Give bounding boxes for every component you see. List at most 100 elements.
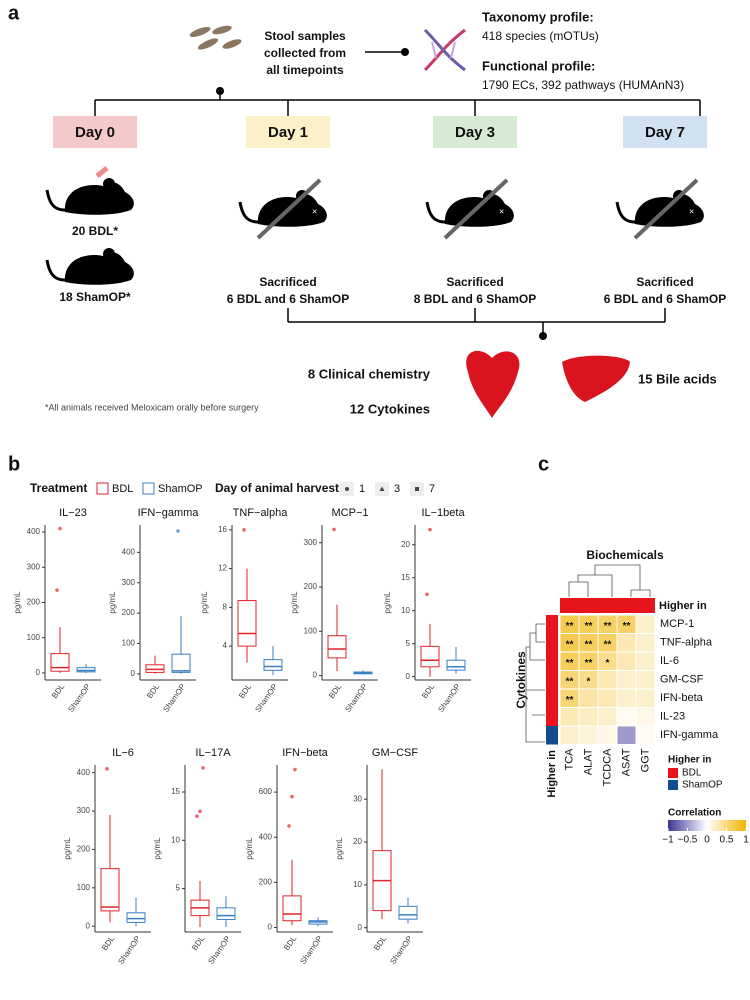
mouse-tail — [45, 189, 66, 212]
mouse-tail — [615, 201, 636, 224]
significance: ** — [585, 621, 593, 632]
outlier — [425, 592, 429, 597]
mouse-ear — [103, 248, 115, 260]
significance: ** — [604, 639, 612, 650]
y-tick-label: 400 — [122, 547, 136, 556]
mouse-body — [257, 194, 327, 227]
connector-dot — [401, 48, 409, 56]
significance: ** — [585, 658, 593, 669]
dendrogram — [525, 564, 651, 743]
facet-title: GM−CSF — [372, 747, 418, 759]
row-annotation — [546, 689, 558, 708]
y-tick-label: 200 — [27, 598, 41, 607]
heart-icon — [466, 350, 520, 418]
y-tick-label: 30 — [353, 794, 362, 803]
significance: ** — [566, 676, 574, 687]
legend-label: BDL — [112, 483, 133, 495]
annotation-label: Higher in — [659, 600, 707, 612]
stool-text: Stool samples — [264, 29, 346, 43]
significance: ** — [566, 695, 574, 706]
day-label: Day 0 — [75, 124, 115, 141]
y-tick-label: 10 — [401, 606, 410, 615]
axis-label: pg/mL — [108, 591, 117, 614]
mouse-eye: × — [689, 206, 694, 216]
y-tick-label: 0 — [131, 669, 136, 678]
axis-label: pg/mL — [290, 591, 299, 614]
x-tick-label: ShamOP — [343, 682, 369, 714]
y-tick-label: 5 — [176, 884, 181, 893]
outlier — [201, 766, 205, 770]
y-tick-label: 0 — [406, 672, 411, 681]
outlier — [176, 529, 180, 533]
x-tick-label: BDL — [282, 934, 299, 952]
legend-key — [96, 482, 109, 495]
sacrificed-label: Sacrificed — [259, 275, 316, 289]
y-tick-label: 0 — [313, 671, 318, 680]
scale-label: 0.5 — [720, 835, 734, 846]
significance: * — [587, 676, 591, 687]
y-tick-label: 0 — [86, 921, 91, 930]
row-title: Cytokines — [514, 651, 528, 709]
outlier — [287, 824, 291, 828]
row-label: IFN-gamma — [660, 729, 719, 741]
x-tick-label: ShamOP — [253, 682, 279, 714]
facet-title: IFN−gamma — [138, 507, 200, 519]
facet-title: IFN−beta — [282, 747, 328, 759]
functional-text: 1790 ECs, 392 pathways (HUMAnN3) — [482, 78, 684, 92]
heatmap-cell — [616, 688, 637, 708]
axis-label: pg/mL — [383, 591, 392, 614]
outlier — [428, 527, 432, 532]
liver-icon — [562, 355, 630, 402]
axis-label: pg/mL — [153, 837, 162, 860]
heatmap-cell — [597, 707, 618, 727]
box — [327, 635, 347, 659]
y-tick-label: 300 — [122, 578, 136, 587]
x-tick-label: ShamOP — [388, 934, 414, 966]
box — [126, 912, 146, 923]
group-label: 18 ShamOP* — [59, 290, 131, 304]
box — [446, 659, 466, 671]
mouse-body — [444, 194, 514, 227]
y-tick-label: 600 — [259, 787, 273, 796]
box — [145, 664, 165, 673]
x-tick-label: BDL — [327, 682, 344, 700]
facet-title: TNF−alpha — [233, 507, 289, 519]
row-label: TNF-alpha — [660, 637, 713, 649]
panel-label: a — [8, 2, 20, 24]
x-tick-label: ShamOP — [161, 682, 187, 714]
heatmap-cell — [597, 725, 618, 745]
row-annotation — [546, 633, 558, 652]
mouse-eye: × — [312, 206, 317, 216]
significance: ** — [566, 639, 574, 650]
column-label: TCA — [563, 748, 575, 771]
y-tick-label: 100 — [122, 639, 136, 648]
box — [420, 645, 440, 668]
x-tick-label: BDL — [100, 934, 117, 952]
outlier — [293, 767, 297, 772]
facet-title: IL−17A — [195, 747, 231, 759]
axis-label: pg/mL — [13, 591, 22, 614]
connector-dot — [539, 332, 547, 340]
connector-dot — [216, 87, 224, 95]
y-tick-label: 0 — [268, 923, 273, 932]
y-tick-label: 10 — [171, 835, 180, 844]
mouse-body — [64, 182, 134, 215]
significance: * — [606, 658, 610, 669]
box — [100, 868, 120, 912]
row-annotation — [546, 707, 558, 726]
y-tick-label: 400 — [259, 832, 273, 841]
legend-label: 1 — [359, 483, 365, 495]
x-tick-label: ShamOP — [298, 934, 324, 966]
legend-key — [142, 482, 155, 495]
heatmap-cell — [635, 688, 656, 708]
day-box — [246, 116, 330, 148]
x-tick-label: ShamOP — [436, 682, 462, 714]
y-tick-label: 10 — [353, 880, 362, 889]
x-tick-label: BDL — [372, 934, 389, 952]
panel-label: b — [8, 453, 20, 475]
scale-label: 0 — [704, 835, 710, 846]
facet-title: IL−23 — [59, 507, 87, 519]
row-annotation — [546, 615, 558, 634]
legend-label: BDL — [682, 768, 702, 779]
heatmap-cell — [635, 707, 656, 727]
